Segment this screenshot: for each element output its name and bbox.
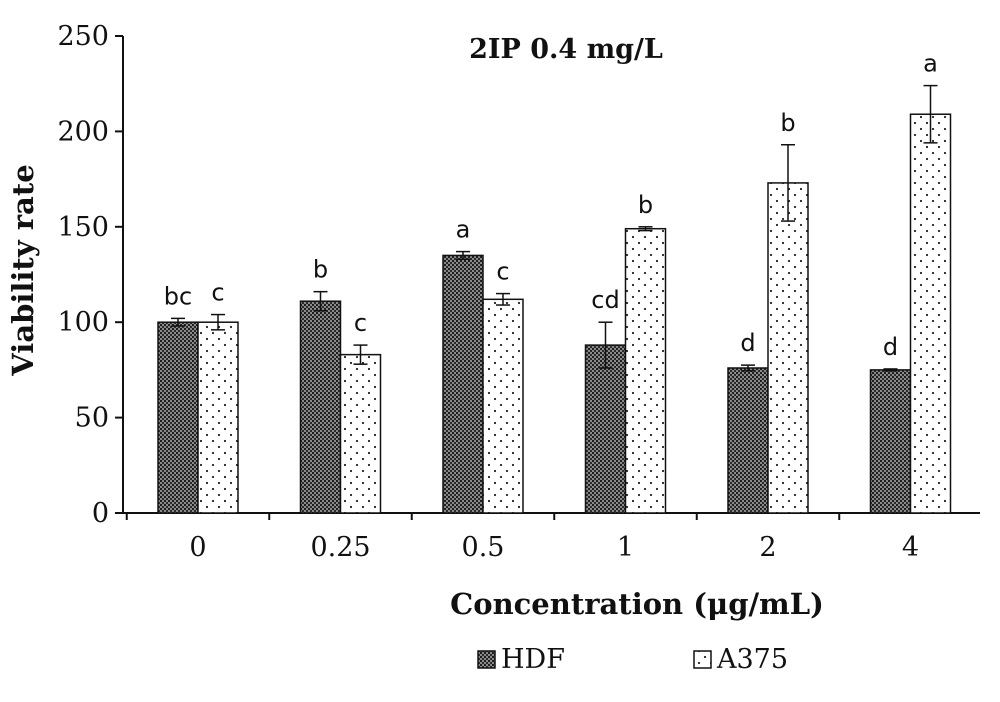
y-tick-label: 0 bbox=[92, 498, 109, 529]
y-axis-label: Viability rate bbox=[6, 164, 40, 376]
significance-label: c bbox=[211, 279, 224, 307]
x-tick-label: 0.25 bbox=[310, 532, 370, 563]
significance-label: b bbox=[313, 256, 328, 284]
bar-hdf-2 bbox=[727, 367, 769, 514]
bar-a375-0 bbox=[197, 321, 239, 514]
y-tick-label: 250 bbox=[57, 21, 109, 52]
significance-label: a bbox=[456, 216, 471, 244]
legend-swatch-hdf bbox=[477, 650, 496, 669]
bar-hdf-4 bbox=[869, 369, 912, 514]
x-tick-label: 4 bbox=[902, 532, 919, 563]
significance-label: b bbox=[780, 109, 795, 137]
x-tick-label: 2 bbox=[759, 532, 776, 563]
legend-label-a375: A375 bbox=[716, 644, 788, 675]
bar-a375-0.5 bbox=[482, 298, 524, 514]
bar-a375-0.25 bbox=[339, 353, 382, 514]
significance-label: d bbox=[740, 329, 755, 357]
significance-label: b bbox=[638, 191, 653, 219]
significance-label: a bbox=[923, 50, 938, 78]
x-tick-label: 1 bbox=[617, 532, 634, 563]
y-tick-label: 100 bbox=[57, 307, 109, 338]
chart-title: 2IP 0.4 mg/L bbox=[469, 34, 663, 65]
y-tick-label: 50 bbox=[75, 403, 109, 434]
bar-a375-1 bbox=[624, 227, 667, 514]
bar-hdf-0.25 bbox=[299, 300, 342, 514]
y-tick-label: 150 bbox=[57, 212, 109, 243]
y-tick-label: 200 bbox=[57, 116, 109, 147]
significance-label: d bbox=[883, 333, 898, 361]
significance-label: bc bbox=[164, 282, 192, 310]
x-axis-label: Concentration (μg/mL) bbox=[450, 587, 824, 621]
bar-a375-4 bbox=[909, 113, 952, 514]
x-tick-label: 0.5 bbox=[462, 532, 505, 563]
bar-hdf-0.5 bbox=[442, 254, 484, 514]
significance-label: c bbox=[354, 309, 367, 337]
legend-label-hdf: HDF bbox=[501, 644, 565, 675]
significance-label: c bbox=[496, 258, 509, 286]
bar-hdf-1 bbox=[584, 344, 627, 514]
bar-a375-2 bbox=[767, 182, 809, 514]
significance-label: cd bbox=[591, 286, 619, 314]
legend: HDF A375 bbox=[477, 644, 788, 675]
legend-swatch-a375 bbox=[693, 650, 712, 669]
bar-hdf-0 bbox=[157, 321, 199, 514]
x-tick-label: 0 bbox=[189, 532, 206, 563]
